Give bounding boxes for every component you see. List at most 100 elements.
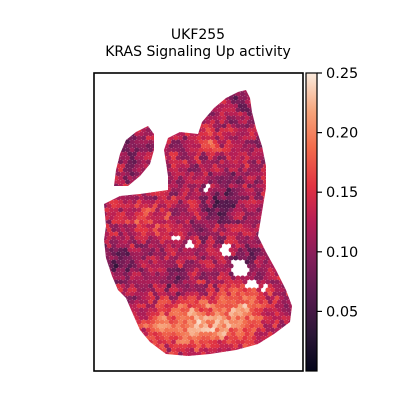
spot <box>168 311 174 317</box>
spot <box>235 123 241 129</box>
spot <box>226 139 232 145</box>
spot <box>272 275 278 281</box>
spot <box>148 227 154 233</box>
spot <box>152 315 158 321</box>
spot <box>219 199 225 205</box>
spot <box>145 207 151 213</box>
spot <box>226 131 232 137</box>
spot <box>214 279 220 285</box>
spot <box>120 195 126 201</box>
spot <box>265 295 271 301</box>
spot <box>272 299 278 305</box>
spot <box>249 195 255 201</box>
spot <box>207 235 213 241</box>
spot <box>240 147 246 153</box>
spot <box>256 271 262 277</box>
spot <box>171 243 177 249</box>
spot <box>240 179 246 185</box>
spot <box>198 155 204 161</box>
spot <box>152 307 158 313</box>
spot <box>265 287 271 293</box>
spot <box>164 287 170 293</box>
spot <box>228 223 234 229</box>
spot <box>221 235 227 241</box>
spot <box>256 311 262 317</box>
spot <box>205 231 211 237</box>
spot <box>125 243 131 249</box>
spot <box>270 311 275 317</box>
spot <box>143 227 149 233</box>
spot <box>263 307 269 313</box>
spot <box>145 159 151 165</box>
spot <box>166 347 172 353</box>
spot <box>226 155 232 161</box>
spot <box>196 287 202 293</box>
spot <box>228 335 234 341</box>
spot <box>175 347 181 353</box>
spot <box>210 287 216 293</box>
spot <box>224 343 229 349</box>
spot <box>230 219 236 225</box>
spot <box>187 191 193 197</box>
spot <box>210 207 216 213</box>
spot <box>210 111 216 117</box>
spot <box>242 239 248 245</box>
spot <box>106 203 112 209</box>
spot <box>242 95 248 101</box>
spot <box>210 159 216 165</box>
spot <box>221 179 227 185</box>
spot <box>198 307 204 313</box>
spot <box>168 263 174 269</box>
spot <box>217 235 223 241</box>
spot <box>175 299 181 305</box>
spot <box>205 255 211 261</box>
chart-title: UKF255 <box>171 27 225 43</box>
spot <box>217 123 223 129</box>
spot <box>166 251 172 257</box>
spot <box>164 279 170 285</box>
spot <box>237 239 243 245</box>
spot <box>247 143 252 149</box>
spot <box>127 263 133 269</box>
spot <box>233 135 239 141</box>
spot <box>159 327 165 333</box>
spot <box>198 235 204 241</box>
spot <box>244 171 250 177</box>
spot <box>212 235 218 241</box>
spot <box>161 211 167 217</box>
spot <box>240 203 246 209</box>
spot <box>198 331 204 337</box>
spot <box>148 131 154 137</box>
spot <box>207 267 213 273</box>
spot <box>212 259 218 265</box>
spot <box>233 127 239 133</box>
spot <box>235 91 241 97</box>
spot <box>191 167 197 173</box>
spot <box>168 239 174 245</box>
spot <box>253 243 259 249</box>
spot <box>182 327 188 333</box>
spot <box>256 175 262 181</box>
spot <box>115 251 121 257</box>
spot <box>155 327 160 333</box>
spot <box>173 135 179 141</box>
spot <box>224 287 229 293</box>
spot <box>187 343 193 349</box>
spot <box>237 231 243 237</box>
spot <box>237 143 243 149</box>
spot <box>249 187 255 193</box>
spot <box>132 167 137 173</box>
spot <box>244 211 250 217</box>
spot <box>161 315 167 321</box>
spot <box>212 115 218 121</box>
spot <box>251 247 257 253</box>
spot <box>150 271 156 277</box>
spot <box>244 131 250 137</box>
spot <box>187 151 193 157</box>
spot <box>288 311 292 317</box>
spot <box>233 119 239 125</box>
spot <box>224 151 229 157</box>
spot <box>244 227 250 233</box>
spot <box>189 259 195 265</box>
spot <box>249 291 255 297</box>
